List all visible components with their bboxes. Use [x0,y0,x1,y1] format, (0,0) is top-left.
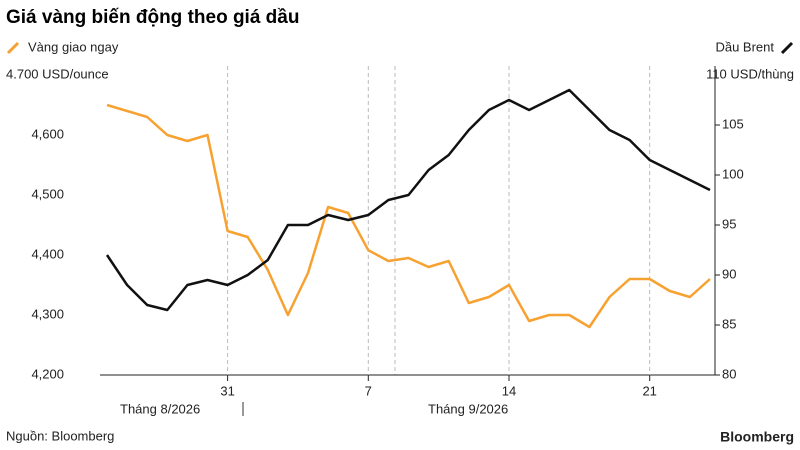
x-tick-label: 14 [502,383,516,398]
legend-swatch [6,41,20,55]
y2-tick-label: 80 [722,366,736,381]
series-line [105,88,711,312]
y-tick-label: 4.700 USD/ounce [6,66,109,81]
y2-tick-label: 85 [722,316,736,331]
source: Nguồn: Bloomberg [6,428,114,443]
y-tick-label: 4,200 [31,366,64,381]
series-line [106,103,711,329]
y2-tick-label: 110 USD/thùng [706,66,794,81]
y-tick-label: 4,600 [31,126,64,141]
legend-label: Vàng giao ngay [28,39,119,54]
month-label: Tháng 9/2026 [428,401,508,416]
legend-swatch [780,41,794,55]
legend-label: Dầu Brent [715,39,774,54]
y2-tick-label: 100 [722,166,744,181]
y2-tick-label: 105 [722,116,744,131]
y-tick-label: 4,500 [31,186,64,201]
x-tick-label: 7 [365,383,372,398]
x-tick-label: 21 [642,383,656,398]
y-tick-label: 4,300 [31,306,64,321]
y-tick-label: 4,400 [31,246,64,261]
x-tick-label: 31 [220,383,234,398]
month-label: Tháng 8/2026 [120,401,200,416]
y2-tick-label: 90 [722,266,736,281]
brand: Bloomberg [720,429,794,445]
chart-title: Giá vàng biến động theo giá dầu [6,7,299,28]
y2-tick-label: 95 [722,216,736,231]
